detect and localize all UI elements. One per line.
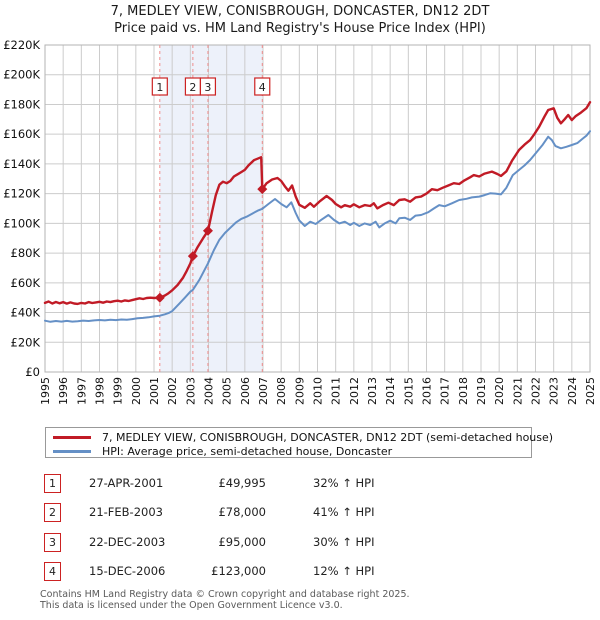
x-tick-label: 2017 [439, 377, 452, 405]
transaction-number-badge: 4 [44, 562, 61, 581]
x-tick-label: 2010 [312, 377, 325, 405]
x-tick-label: 2024 [566, 377, 579, 405]
price-history-chart: 1 2 3 4 £0 £20K £40K £60K £80K £100K £120K £140K £16… [3, 38, 597, 405]
sale-marker [257, 184, 268, 195]
x-tick-label: 2013 [366, 377, 379, 405]
page-subtitle: Price paid vs. HM Land Registry's House … [114, 21, 486, 36]
y-tick-label: £40K [11, 306, 41, 320]
copyright-notice: Contains HM Land Registry data © Crown c… [40, 589, 410, 600]
x-tick-label: 2009 [293, 377, 306, 405]
transaction-date: 22-DEC-2003 [89, 535, 166, 549]
transaction-row: 2 21-FEB-2003 £78,000 41% ↑ HPI [0, 503, 600, 523]
x-tick-label: 2020 [493, 377, 506, 405]
x-tick-label: 2016 [421, 377, 434, 405]
page-title: 7, MEDLEY VIEW, CONISBROUGH, DONCASTER, … [110, 4, 490, 19]
licence-notice: This data is licensed under the Open Gov… [40, 600, 343, 611]
sale-number-label: 4 [259, 81, 266, 94]
legend-label-property: 7, MEDLEY VIEW, CONISBROUGH, DONCASTER, … [102, 430, 554, 444]
x-tick-label: 1995 [39, 377, 52, 405]
x-tick-label: 2022 [530, 377, 543, 405]
chart-legend: 7, MEDLEY VIEW, CONISBROUGH, DONCASTER, … [45, 427, 553, 458]
x-tick-label: 2019 [475, 377, 488, 405]
property-price-line [43, 100, 592, 306]
sale-number-box [151, 77, 168, 96]
x-tick-label: 2008 [275, 377, 288, 405]
transaction-price: £78,000 [218, 505, 266, 519]
x-tick-label: 2000 [130, 377, 143, 405]
transaction-row: 1 27-APR-2001 £49,995 32% ↑ HPI [0, 474, 600, 494]
plot-border [44, 44, 591, 373]
hpi-line [44, 130, 591, 323]
transaction-price: £123,000 [211, 564, 266, 578]
sale-marker [187, 251, 198, 262]
x-tick-label: 1997 [75, 377, 88, 405]
transaction-hpi-diff: 12% ↑ HPI [313, 564, 375, 578]
y-tick-label: £20K [11, 335, 41, 349]
sale-number-box [199, 77, 217, 96]
transaction-row: 4 15-DEC-2006 £123,000 12% ↑ HPI [0, 562, 600, 582]
transaction-date: 21-FEB-2003 [89, 505, 163, 519]
x-tick-label: 2021 [511, 377, 524, 405]
legend-label-hpi: HPI: Average price, semi-detached house,… [102, 444, 393, 458]
y-tick-label: £220K [3, 38, 40, 52]
y-tick-label: £180K [3, 97, 40, 111]
x-tick-label: 1998 [94, 377, 107, 405]
y-tick-label: £200K [3, 68, 40, 82]
x-tick-label: 1999 [112, 377, 125, 405]
transaction-price: £49,995 [218, 476, 266, 490]
transaction-date: 15-DEC-2006 [89, 564, 166, 578]
y-tick-label: £120K [3, 187, 40, 201]
sale-number-label: 1 [156, 81, 163, 94]
x-tick-label: 2023 [548, 377, 561, 405]
sale-marker [154, 292, 165, 303]
sale-marker [202, 225, 213, 236]
x-tick-label: 2002 [166, 377, 179, 405]
property-line-swatch [53, 435, 91, 439]
x-tick-label: 2003 [184, 377, 197, 405]
sale-number-label: 2 [189, 81, 196, 94]
x-tick-label: 2018 [457, 377, 470, 405]
transaction-number-badge: 2 [44, 503, 61, 522]
x-tick-label: 2005 [221, 377, 234, 405]
x-tick-label: 2015 [402, 377, 415, 405]
y-tick-label: £0 [25, 365, 40, 379]
x-tick-label: 2012 [348, 377, 361, 405]
transaction-number-badge: 1 [44, 474, 61, 493]
y-tick-label: £140K [3, 157, 40, 171]
hpi-line-swatch [53, 449, 91, 453]
sale-number-box [254, 77, 271, 96]
transaction-row: 3 22-DEC-2003 £95,000 30% ↑ HPI [0, 533, 600, 553]
x-tick-label: 2011 [330, 377, 343, 405]
x-tick-label: 2004 [203, 377, 216, 405]
transaction-number-badge: 3 [44, 533, 61, 552]
x-tick-label: 2006 [239, 377, 252, 405]
transaction-hpi-diff: 32% ↑ HPI [313, 476, 375, 490]
y-tick-label: £160K [3, 127, 40, 141]
y-tick-label: £100K [3, 216, 40, 230]
y-tick-label: £80K [11, 246, 41, 260]
x-tick-label: 2001 [148, 377, 161, 405]
x-tick-label: 2014 [384, 377, 397, 405]
sale-number-label: 3 [204, 81, 211, 94]
y-tick-label: £60K [11, 276, 41, 290]
x-tick-label: 1996 [57, 377, 70, 405]
transaction-date: 27-APR-2001 [89, 476, 164, 490]
x-tick-label: 2025 [584, 377, 597, 405]
transaction-hpi-diff: 41% ↑ HPI [313, 505, 375, 519]
legend-item-property: 7, MEDLEY VIEW, CONISBROUGH, DONCASTER, … [46, 430, 553, 444]
transaction-hpi-diff: 30% ↑ HPI [313, 535, 375, 549]
x-tick-label: 2007 [257, 377, 270, 405]
transaction-price: £95,000 [218, 535, 266, 549]
legend-item-hpi: HPI: Average price, semi-detached house,… [46, 444, 531, 458]
